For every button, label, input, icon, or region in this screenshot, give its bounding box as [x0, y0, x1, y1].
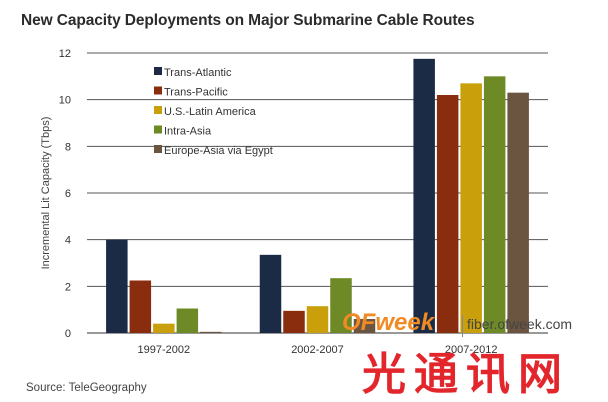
bar: [129, 280, 152, 333]
y-tick-label: 10: [59, 95, 71, 107]
bar: [413, 58, 435, 333]
x-tick-label: 2002-2007: [291, 344, 344, 356]
legend-swatch: [154, 125, 162, 134]
watermark-logo: OFweek fiber.ofweek.com 光通讯网: [340, 300, 600, 401]
legend-swatch: [154, 86, 162, 95]
x-tick-label: 1997-2002: [138, 344, 191, 356]
y-tick-label: 4: [65, 235, 71, 247]
bar: [283, 310, 305, 333]
bar: [330, 278, 352, 333]
bar: [507, 92, 529, 334]
y-tick-label: 6: [65, 188, 71, 200]
watermark-brand: OFweek: [342, 309, 435, 336]
watermark-url: fiber.ofweek.com: [467, 316, 573, 332]
bar: [176, 308, 199, 333]
watermark-cn-text: 光通讯网: [362, 350, 570, 399]
bar: [483, 76, 506, 333]
bar: [259, 254, 282, 333]
legend-swatch: [154, 67, 162, 75]
bar: [436, 95, 459, 333]
bar: [353, 319, 376, 333]
legend-label: Intra-Asia: [164, 126, 212, 138]
legend-swatch: [154, 145, 162, 153]
bar: [153, 323, 175, 333]
y-tick-label: 12: [59, 48, 71, 60]
y-tick-label: 0: [65, 328, 71, 340]
watermark-separator: [462, 315, 463, 337]
x-tick-label: 2007-2012: [445, 344, 498, 356]
bar: [106, 239, 128, 333]
y-tick-label: 2: [65, 281, 71, 293]
legend-swatch: [154, 106, 162, 114]
y-axis-title: Incremental Lit Capacity (Tbps): [40, 117, 52, 270]
legend-label: Trans-Pacific: [164, 87, 228, 99]
bar: [460, 83, 482, 333]
bar: [306, 306, 329, 333]
legend-label: U.S.-Latin America: [164, 106, 257, 118]
legend-label: Trans-Atlantic: [164, 67, 232, 79]
bar: [200, 331, 222, 333]
legend-label: Europe-Asia via Egypt: [164, 145, 273, 157]
chart-source: Source: TeleGeography: [26, 382, 147, 394]
chart-title: New Capacity Deployments on Major Submar…: [21, 12, 475, 29]
y-tick-label: 8: [65, 141, 71, 153]
